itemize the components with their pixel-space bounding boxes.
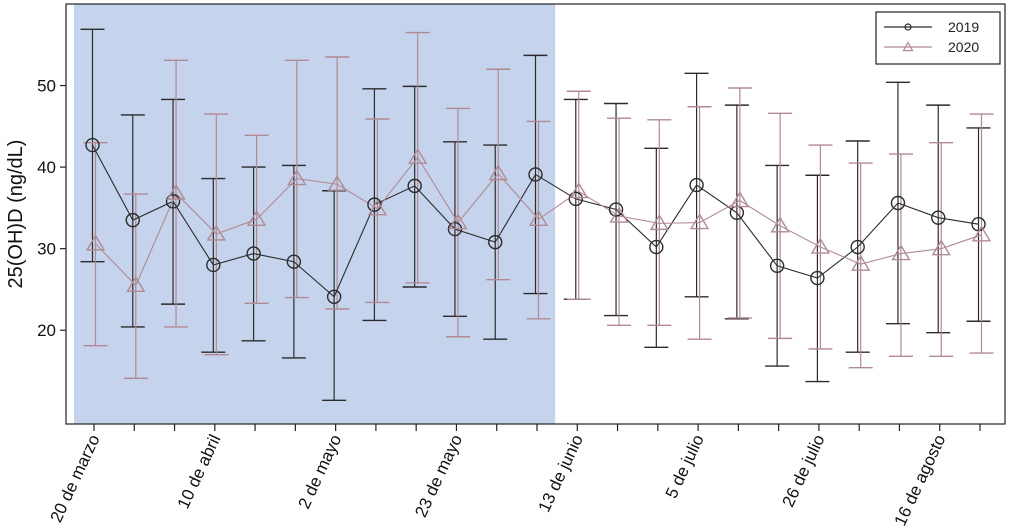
series-2020-point — [609, 206, 629, 223]
series-2019-point — [165, 194, 181, 209]
series-2019-point — [206, 257, 221, 273]
series-2019-point — [286, 254, 302, 269]
series-2020-point — [851, 254, 871, 271]
y-tick-label: 30 — [37, 240, 56, 259]
series-2019-point — [246, 246, 261, 261]
y-axis-tick-labels: 20 30 40 50 — [37, 77, 56, 341]
series-2019-point — [649, 239, 664, 255]
plot-frame — [65, 3, 1006, 425]
series-2019-point — [488, 234, 503, 250]
series-2020-point — [448, 213, 468, 230]
series-2019-line — [92, 144, 979, 298]
series-2020-point — [166, 183, 186, 200]
series-2020-point — [689, 213, 710, 230]
series-2020-point — [810, 237, 831, 254]
series-2019-point — [890, 195, 906, 211]
y-tick-label: 20 — [37, 321, 56, 340]
y-tick-label: 40 — [37, 158, 56, 177]
series-2019-point — [326, 289, 342, 304]
series-lines — [92, 144, 982, 298]
series-2020-point — [408, 147, 428, 165]
series-2020-line — [95, 156, 982, 287]
legend-label-2020: 2020 — [948, 39, 979, 55]
series-2019-point — [125, 212, 140, 228]
series-2019-point — [367, 197, 382, 212]
series-2019-point — [608, 202, 624, 217]
series-2020-point — [528, 209, 549, 227]
series-2020-point — [367, 199, 388, 216]
series-2020-point — [649, 214, 669, 231]
series-2019-point — [85, 137, 100, 153]
series-2020-point — [246, 209, 267, 227]
series-2019-point — [931, 210, 946, 225]
series-2020-point — [730, 191, 750, 208]
series-2020-point — [971, 225, 992, 242]
series-2019-point — [689, 177, 704, 193]
y-axis-title: 25(OH)D (ng/dL) — [5, 140, 27, 289]
series-2020-point — [206, 224, 226, 241]
series-2020-point — [85, 234, 106, 251]
series-2019-point — [407, 178, 422, 194]
series-2020-point — [569, 182, 589, 199]
y-axis-ticks — [60, 84, 66, 331]
series-2019-point — [810, 270, 825, 286]
series-2020-point — [488, 164, 508, 181]
series-2020-point — [770, 216, 790, 233]
series-2020-point — [891, 244, 911, 261]
series-markers — [85, 137, 992, 304]
series-2020-point — [931, 239, 951, 256]
legend-box — [875, 11, 1001, 65]
series-2019-point — [769, 258, 785, 273]
legend-marker-2019 — [904, 23, 912, 31]
series-2019-point — [528, 167, 543, 182]
legend-marker-2020 — [902, 41, 914, 52]
series-2020-point — [126, 275, 146, 293]
legend-label-2019: 2019 — [948, 19, 979, 35]
series-2020-point — [287, 169, 307, 186]
y-tick-label: 50 — [37, 77, 56, 96]
shaded-period — [74, 4, 556, 424]
series-2020-point — [327, 174, 347, 191]
legend: 2019 2020 — [875, 11, 1001, 65]
series-2019-point — [850, 239, 865, 255]
series-2019-point — [568, 191, 583, 207]
